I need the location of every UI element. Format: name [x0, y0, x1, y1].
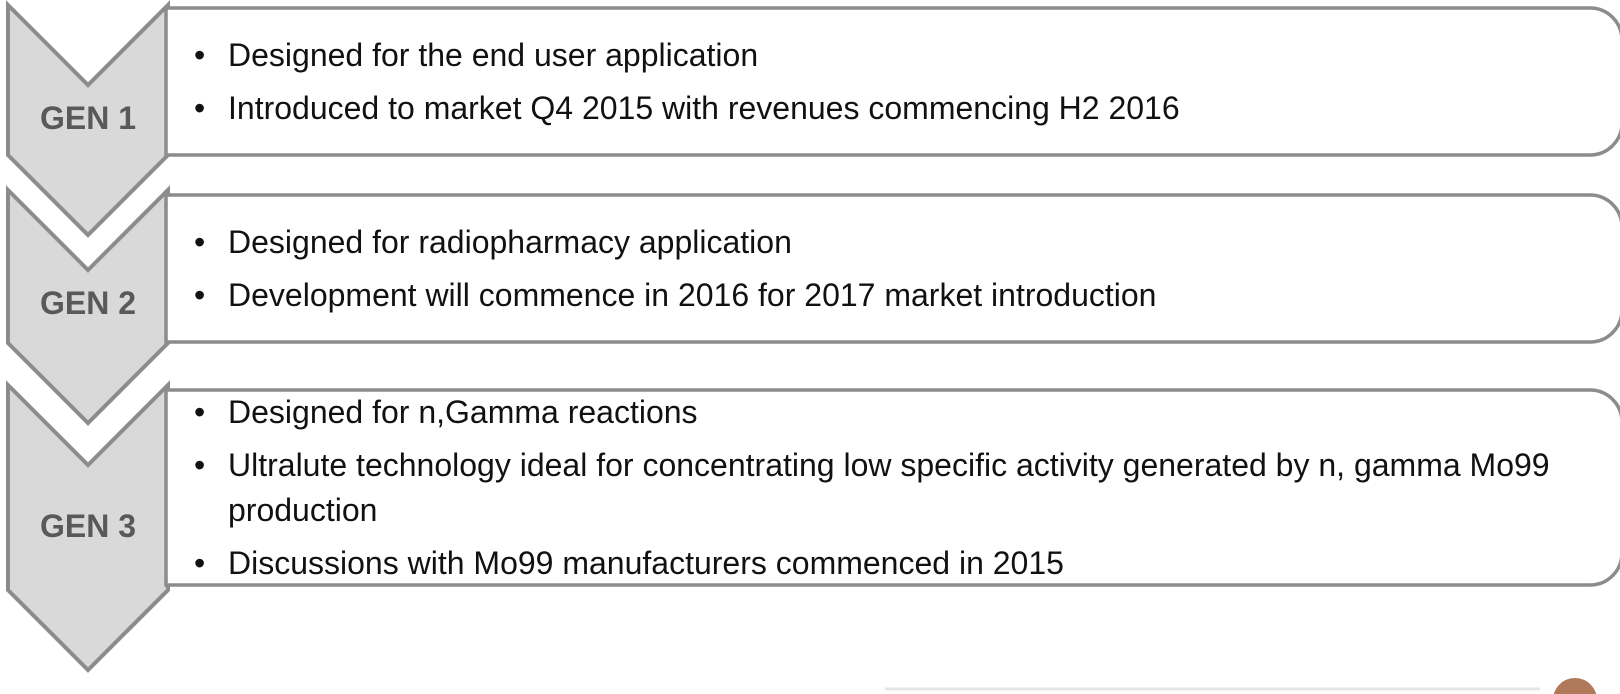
bullet-list: Designed for radiopharmacy application De…	[190, 195, 1590, 342]
bullet-text: Ultralute technology ideal for concentra…	[190, 443, 1558, 533]
bullet-list: Designed for the end user application Int…	[190, 8, 1590, 155]
bullet-text: Designed for radiopharmacy application	[190, 220, 1558, 265]
chevron	[6, 380, 170, 673]
bullet-text: Designed for n,Gamma reactions	[190, 390, 1558, 435]
bullet-text: Introduced to market Q4 2015 with revenu…	[190, 86, 1558, 131]
gen-label: GEN 1	[39, 100, 137, 136]
bullet-list: Designed for n,Gamma reactions Ultralute …	[190, 390, 1590, 586]
gen-label: GEN 3	[39, 508, 137, 544]
gen-label: GEN 2	[39, 285, 137, 321]
bullet-text: Designed for the end user application	[190, 33, 1558, 78]
bullet-text: Development will commence in 2016 for 20…	[190, 273, 1558, 318]
bullet-text: Discussions with Mo99 manufacturers comm…	[190, 541, 1558, 586]
decor-circle	[1553, 678, 1597, 694]
